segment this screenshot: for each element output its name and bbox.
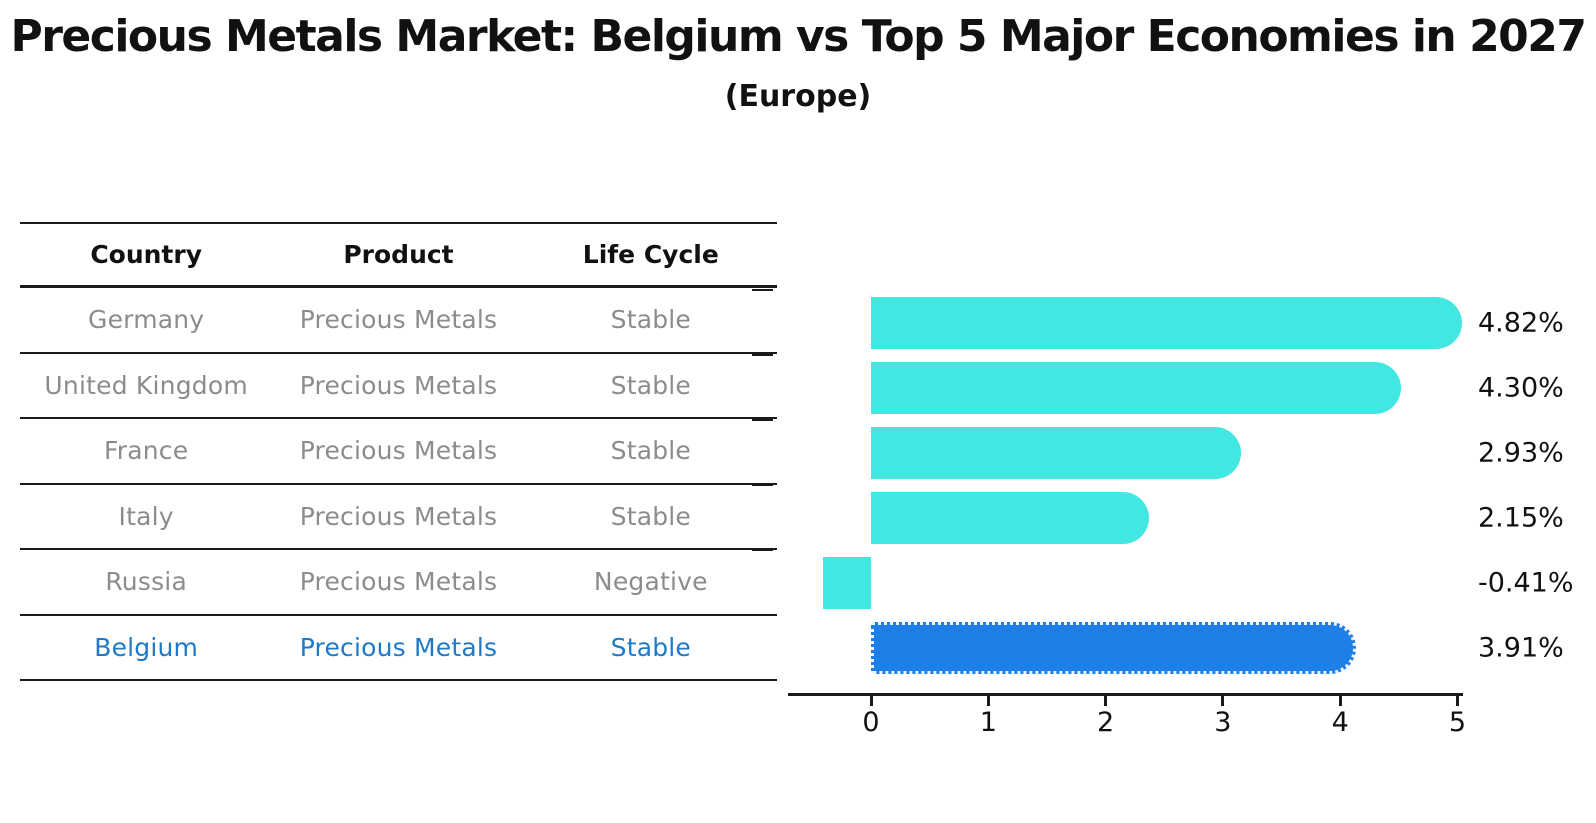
table-cell-product: Precious Metals [299, 567, 498, 597]
y-axis-tick [752, 354, 773, 356]
column-header-lifecycle: Life Cycle [582, 240, 719, 269]
chart-title: Precious Metals Market: Belgium vs Top 5… [10, 11, 1587, 62]
x-axis-tick-label: 3 [1214, 707, 1232, 738]
y-axis-tick [752, 614, 773, 616]
x-axis-tick [1104, 696, 1108, 706]
table-cell-lifecycle: Stable [610, 632, 692, 662]
table-cell-country: France [103, 436, 189, 466]
table-row-russia: Russia Precious Metals Negative [20, 550, 777, 616]
table-body: Germany Precious Metals Stable United Kingd… [20, 288, 777, 681]
table-row-united-kingdom: United Kingdom Precious Metals Stable [20, 354, 777, 419]
table-cell-product: Precious Metals [299, 501, 498, 531]
chart-subtitle: (Europe) [724, 79, 872, 114]
table-cell-lifecycle: Stable [610, 305, 692, 335]
table-header-row: Country Product Life Cycle [20, 224, 777, 288]
bar-belgium [871, 621, 1356, 674]
table-cell-country: Belgium [94, 632, 199, 662]
x-axis-tick-label: 0 [862, 707, 880, 738]
x-axis-tick [1456, 696, 1459, 706]
y-axis-tick [752, 484, 773, 486]
table-cell-lifecycle: Stable [610, 436, 692, 466]
x-axis-tick [986, 696, 990, 706]
x-axis-tick-label: 2 [1097, 707, 1115, 738]
x-axis-tick-label: 4 [1331, 707, 1349, 738]
table-row-germany: Germany Precious Metals Stable [20, 288, 777, 354]
table-row-italy: Italy Precious Metals Stable [20, 485, 777, 550]
bar-value-label-italy: 2.15% [1478, 502, 1564, 533]
bar-value-label-belgium: 3.91% [1478, 632, 1564, 663]
bar-germany [871, 296, 1463, 349]
table-row-france: France Precious Metals Stable [20, 419, 777, 485]
bar-russia [822, 556, 871, 609]
bar-value-label-united-kingdom: 4.30% [1478, 372, 1564, 403]
table-row-belgium: Belgium Precious Metals Stable [20, 616, 777, 681]
table-cell-product: Precious Metals [299, 632, 498, 662]
column-header-country: Country [90, 240, 203, 269]
x-axis-tick-label: 1 [979, 707, 997, 738]
table-cell-country: Italy [118, 501, 174, 531]
bar-value-label-france: 2.93% [1478, 437, 1564, 468]
x-axis-tick [1221, 696, 1225, 706]
table-cell-product: Precious Metals [299, 436, 498, 466]
table-cell-lifecycle: Stable [610, 370, 692, 400]
x-axis-tick [1338, 696, 1342, 706]
bar-italy [871, 491, 1150, 544]
table-cell-country: Germany [88, 305, 205, 335]
x-axis-line [788, 693, 1463, 696]
table-cell-product: Precious Metals [299, 305, 498, 335]
table-cell-country: Russia [105, 567, 187, 597]
y-axis-tick [752, 289, 773, 291]
x-axis-tick-label: 5 [1448, 707, 1467, 738]
table-cell-product: Precious Metals [299, 370, 498, 400]
y-axis-tick [752, 679, 773, 681]
y-axis-tick [752, 549, 773, 551]
country-table: Country Product Life Cycle Germany Precio… [20, 222, 777, 681]
table-cell-lifecycle: Negative [593, 567, 708, 597]
x-axis-tick [869, 696, 873, 706]
table-cell-country: United Kingdom [44, 370, 248, 400]
y-axis-tick [752, 419, 773, 421]
bar-united-kingdom [871, 361, 1402, 414]
column-header-product: Product [343, 240, 454, 269]
bar-value-label-russia: -0.41% [1478, 567, 1574, 598]
bar-value-label-germany: 4.82% [1478, 307, 1564, 338]
bar-france [871, 426, 1241, 479]
table-cell-lifecycle: Stable [610, 501, 692, 531]
